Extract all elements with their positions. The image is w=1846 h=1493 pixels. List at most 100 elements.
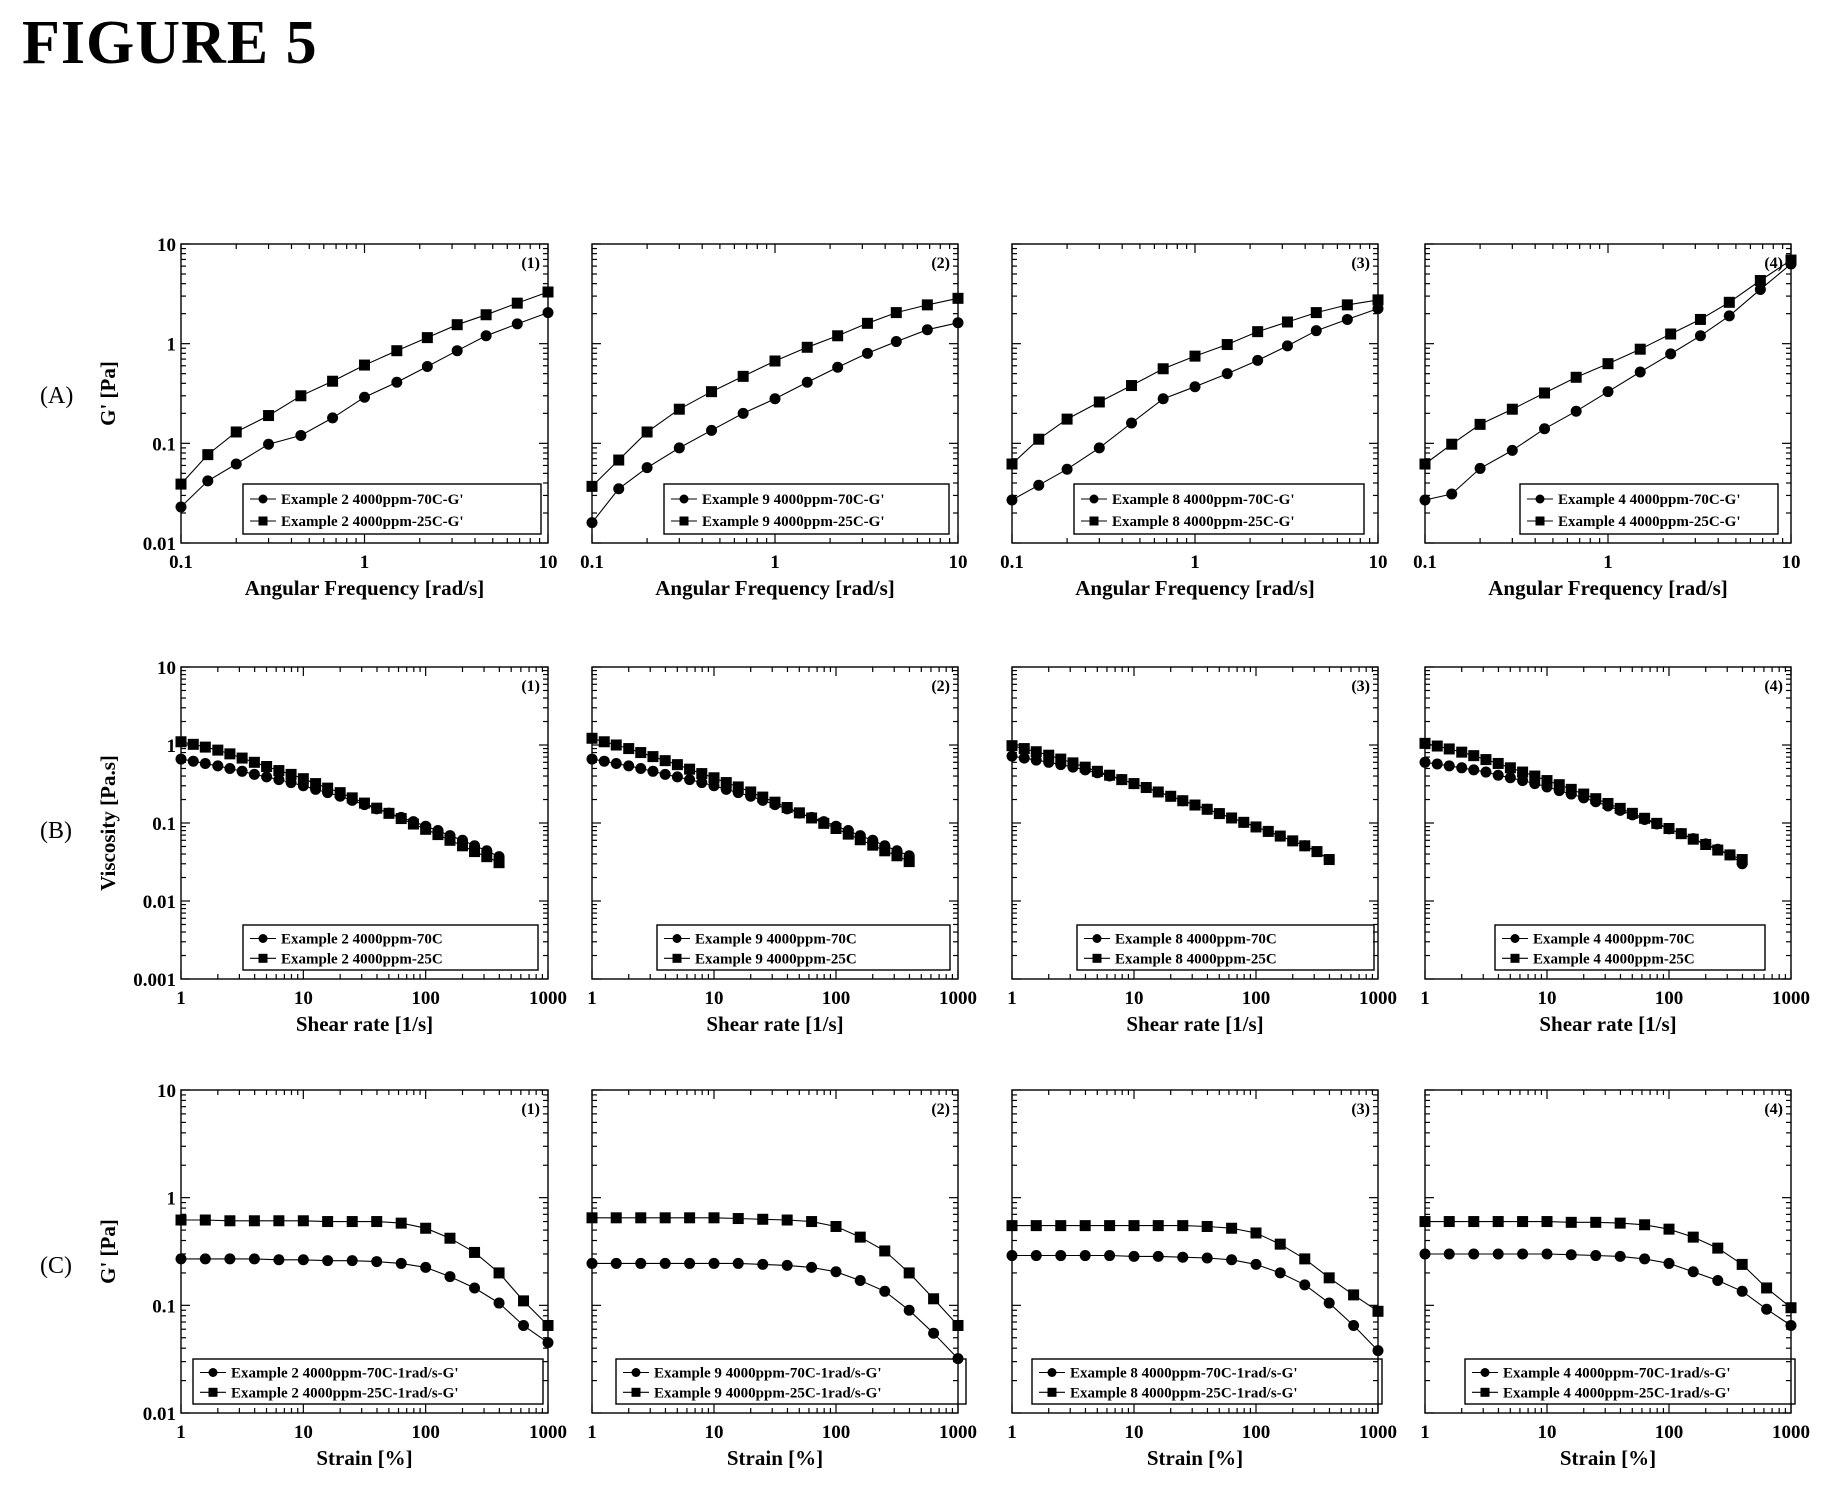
legend-marker-square (1480, 1387, 1490, 1397)
data-point-square (1419, 737, 1431, 749)
data-point-square (659, 755, 671, 767)
x-axis-title: Angular Frequency [rad/s] (1075, 576, 1315, 600)
data-point-circle (830, 1266, 842, 1278)
data-point-square (830, 823, 842, 835)
data-point-circle (1104, 1250, 1116, 1262)
data-point-square (1287, 835, 1299, 847)
data-point-square (1431, 740, 1443, 752)
legend-entry: Example 2 4000ppm-70C-1rad/s-G' (231, 1366, 459, 1382)
data-point-square (493, 857, 505, 869)
panel-tag: (2) (931, 678, 950, 695)
data-point-square (518, 1295, 530, 1307)
data-point-circle (322, 1255, 334, 1267)
x-tick-label: 10 (1125, 988, 1144, 1009)
data-point-circle (1419, 494, 1431, 506)
data-point-circle (1785, 1319, 1797, 1331)
x-tick-label: 1000 (1359, 988, 1397, 1009)
data-point-circle (1694, 330, 1706, 342)
chart-panel-a4: 0.1 1 10 Angular Frequency [rad/s] (4) Exampl… (1413, 243, 1801, 600)
data-point-square (818, 817, 830, 829)
x-axis-title: Angular Frequency [rad/s] (1488, 576, 1728, 600)
data-point-circle (769, 393, 781, 405)
data-point-square (1539, 387, 1551, 399)
data-point-square (806, 812, 818, 824)
data-point-square (1492, 1216, 1504, 1228)
data-point-circle (1443, 760, 1455, 772)
data-point-square (1250, 821, 1262, 833)
x-axis-title: Shear rate [1/s] (706, 1012, 843, 1036)
data-point-square (297, 1215, 309, 1227)
chart-panel-c3: 1 10 100 1000 Strain [%] (3) Example 8 4000ppm… (1006, 1089, 1397, 1470)
y-tick-label: 10 (157, 235, 176, 256)
data-point-square (327, 375, 339, 387)
data-point-square (641, 426, 653, 438)
x-tick-label: 1000 (529, 1422, 567, 1443)
data-point-square (745, 786, 757, 798)
x-tick-label: 1 (1420, 988, 1430, 1009)
data-point-square (1651, 817, 1663, 829)
data-point-square (261, 761, 273, 773)
data-point-square (1468, 1216, 1480, 1228)
data-point-circle (1761, 1303, 1773, 1315)
legend-box (1073, 483, 1365, 535)
data-point-circle (1539, 423, 1551, 435)
data-point-circle (1274, 1267, 1286, 1279)
series-line (1424, 761, 1743, 865)
data-point-square (542, 1319, 554, 1331)
series-line (1425, 1253, 1792, 1326)
data-point-square (1443, 1216, 1455, 1228)
data-point-square (236, 752, 248, 764)
chart-panel-c4: 1 10 100 1000 Strain [%] (4) Example 4 4000ppm… (1419, 1089, 1810, 1470)
data-point-square (1446, 438, 1458, 450)
data-point-square (346, 1216, 358, 1228)
data-point-square (793, 807, 805, 819)
data-point-square (706, 386, 718, 398)
legend-box (192, 1358, 544, 1405)
y-axis-title: G' [Pa] (96, 1219, 120, 1284)
x-tick-label: 10 (705, 1422, 724, 1443)
data-point-circle (1492, 769, 1504, 781)
data-point-square (1492, 757, 1504, 769)
y-tick-label: 0.001 (133, 970, 176, 991)
data-point-square (732, 1213, 744, 1225)
series-line (181, 1258, 549, 1344)
data-point-circle (248, 768, 260, 780)
data-point-circle (1614, 1250, 1626, 1262)
legend-marker-square (1089, 516, 1099, 526)
data-point-square (1055, 753, 1067, 765)
data-point-square (613, 454, 625, 466)
data-point-square (1736, 1258, 1748, 1270)
data-point-circle (371, 1256, 383, 1268)
data-point-square (952, 292, 964, 304)
panel-tag: (2) (931, 255, 950, 272)
data-point-circle (1468, 764, 1480, 776)
legend-box (242, 924, 539, 971)
data-point-square (395, 1217, 407, 1229)
x-tick-label: 100 (1655, 1422, 1684, 1443)
legend-box (1031, 1358, 1383, 1405)
data-point-square (781, 1214, 793, 1226)
data-point-circle (1221, 368, 1233, 380)
data-point-circle (1030, 1250, 1042, 1262)
data-point-square (263, 410, 275, 422)
data-point-square (732, 781, 744, 793)
x-axis-title: Angular Frequency [rad/s] (245, 576, 485, 600)
data-point-square (1590, 1216, 1602, 1228)
legend-box (663, 483, 950, 535)
data-point-circle (230, 458, 242, 470)
data-point-square (359, 359, 370, 371)
data-point-circle (395, 1257, 407, 1269)
data-point-square (1250, 1227, 1262, 1239)
data-point-square (1221, 339, 1233, 351)
data-point-circle (542, 307, 554, 319)
x-tick-label: 10 (949, 552, 968, 573)
data-point-circle (1055, 1250, 1067, 1262)
data-point-square (1614, 802, 1626, 814)
legend-box (1076, 924, 1375, 971)
x-tick-label: 10 (705, 988, 724, 1009)
chart-panel-c2: 1 10 100 1000 Strain [%] (2) Example 9 4000ppm… (586, 1089, 977, 1470)
data-point-square (1189, 799, 1201, 811)
data-point-circle (928, 1327, 940, 1339)
figure-title: FIGURE 5 (22, 9, 318, 77)
data-point-square (1634, 343, 1646, 355)
